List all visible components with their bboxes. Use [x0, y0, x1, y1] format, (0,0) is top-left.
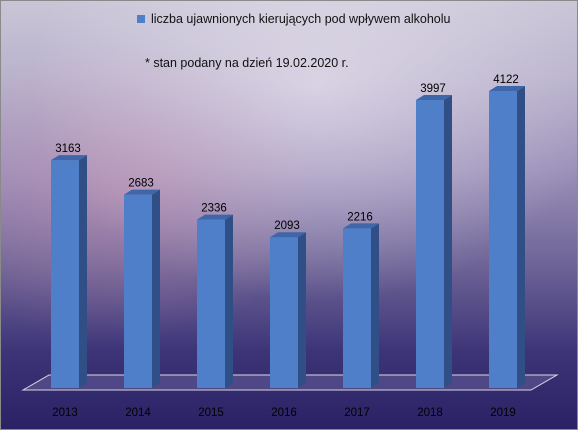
- bar: [270, 237, 298, 388]
- data-label: 3163: [55, 143, 81, 155]
- bar: [416, 100, 444, 388]
- bar: [124, 194, 152, 388]
- data-label: 2216: [347, 211, 373, 223]
- legend-label: liczba ujawnionych kierujących pod wpływ…: [151, 12, 451, 26]
- bar-top: [270, 232, 306, 238]
- x-tick-label: 2013: [52, 407, 78, 419]
- x-tick-label: 2015: [198, 407, 224, 419]
- legend-swatch: [137, 15, 145, 23]
- bar: [343, 228, 371, 388]
- bar-top: [343, 223, 379, 229]
- x-tick-label: 2017: [344, 407, 370, 419]
- data-label: 4122: [493, 74, 519, 86]
- data-label: 2093: [274, 220, 300, 232]
- bar-side: [225, 214, 233, 388]
- x-tick-label: 2014: [125, 407, 151, 419]
- bar-side: [371, 223, 379, 388]
- data-label: 2683: [128, 178, 154, 190]
- bar-side: [79, 155, 87, 388]
- bar-top: [489, 86, 525, 91]
- bar-top: [124, 189, 160, 195]
- bar-top: [51, 155, 87, 161]
- bar-side: [298, 232, 306, 388]
- x-tick-label: 2016: [271, 407, 297, 419]
- bar-side: [444, 95, 452, 388]
- annotation-note: * stan podany na dzień 19.02.2020 r.: [145, 56, 349, 70]
- bar: [51, 160, 79, 388]
- bar-top: [416, 95, 452, 101]
- bar: [197, 219, 225, 388]
- bar: [489, 91, 517, 388]
- bar-side: [517, 86, 525, 388]
- bar-top: [197, 214, 233, 220]
- bar-side: [152, 189, 160, 388]
- data-label: 2336: [201, 203, 227, 215]
- legend: liczba ujawnionych kierujących pod wpływ…: [137, 12, 450, 26]
- data-label: 3997: [420, 83, 446, 95]
- x-tick-label: 2019: [490, 407, 516, 419]
- x-tick-label: 2018: [417, 407, 443, 419]
